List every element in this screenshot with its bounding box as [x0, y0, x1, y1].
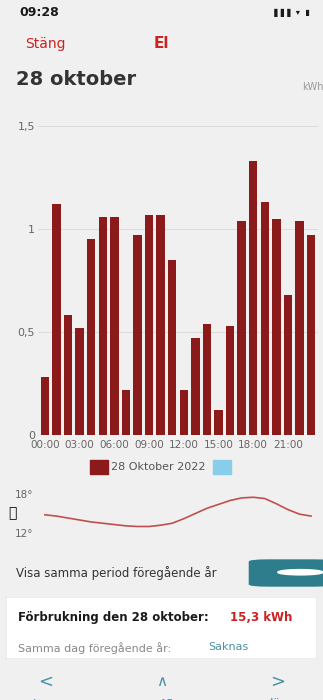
Bar — [52, 204, 61, 435]
Bar — [191, 338, 200, 435]
Circle shape — [278, 570, 323, 575]
Text: Stäng: Stäng — [25, 37, 66, 51]
Bar — [214, 410, 223, 435]
Text: >: > — [270, 673, 285, 691]
Text: Förbrukning den 28 oktober:: Förbrukning den 28 oktober: — [18, 610, 213, 624]
Text: 28 oktober: 28 oktober — [16, 71, 136, 90]
Bar — [237, 220, 246, 435]
Bar — [41, 377, 49, 435]
Bar — [122, 390, 130, 435]
Bar — [180, 390, 188, 435]
Bar — [64, 316, 72, 435]
Text: Samma dag föregående år:: Samma dag föregående år: — [18, 642, 175, 654]
Bar — [261, 202, 269, 435]
Text: ∧: ∧ — [156, 674, 167, 689]
Bar — [76, 328, 84, 435]
Bar — [145, 214, 153, 435]
Bar — [203, 323, 211, 435]
Bar — [90, 460, 108, 474]
Text: lör: lör — [270, 698, 286, 700]
Text: ▐▐▐  ▾  ▮: ▐▐▐ ▾ ▮ — [271, 8, 310, 17]
Text: 🌡: 🌡 — [9, 507, 17, 521]
Text: v.43: v.43 — [149, 698, 174, 700]
Text: 15,3 kWh: 15,3 kWh — [230, 610, 292, 624]
Text: 09:28: 09:28 — [19, 6, 59, 19]
Bar — [168, 260, 176, 435]
Bar — [213, 460, 231, 474]
Bar — [295, 220, 304, 435]
Text: 28 Oktober 2022: 28 Oktober 2022 — [111, 462, 206, 472]
Text: El: El — [154, 36, 169, 52]
Bar — [99, 216, 107, 435]
Text: kWh: kWh — [302, 82, 323, 92]
Bar — [133, 235, 142, 435]
Bar — [272, 218, 280, 435]
Text: Saknas: Saknas — [208, 642, 248, 652]
Text: <: < — [38, 673, 53, 691]
Bar — [156, 214, 165, 435]
FancyBboxPatch shape — [249, 559, 323, 587]
FancyBboxPatch shape — [6, 597, 317, 659]
Bar — [307, 235, 315, 435]
Bar — [226, 326, 234, 435]
Bar — [284, 295, 292, 435]
Bar — [249, 161, 257, 435]
Bar — [87, 239, 95, 435]
Bar — [110, 216, 119, 435]
Text: Visa samma period föregående år: Visa samma period föregående år — [16, 566, 217, 580]
Text: tors: tors — [33, 698, 57, 700]
